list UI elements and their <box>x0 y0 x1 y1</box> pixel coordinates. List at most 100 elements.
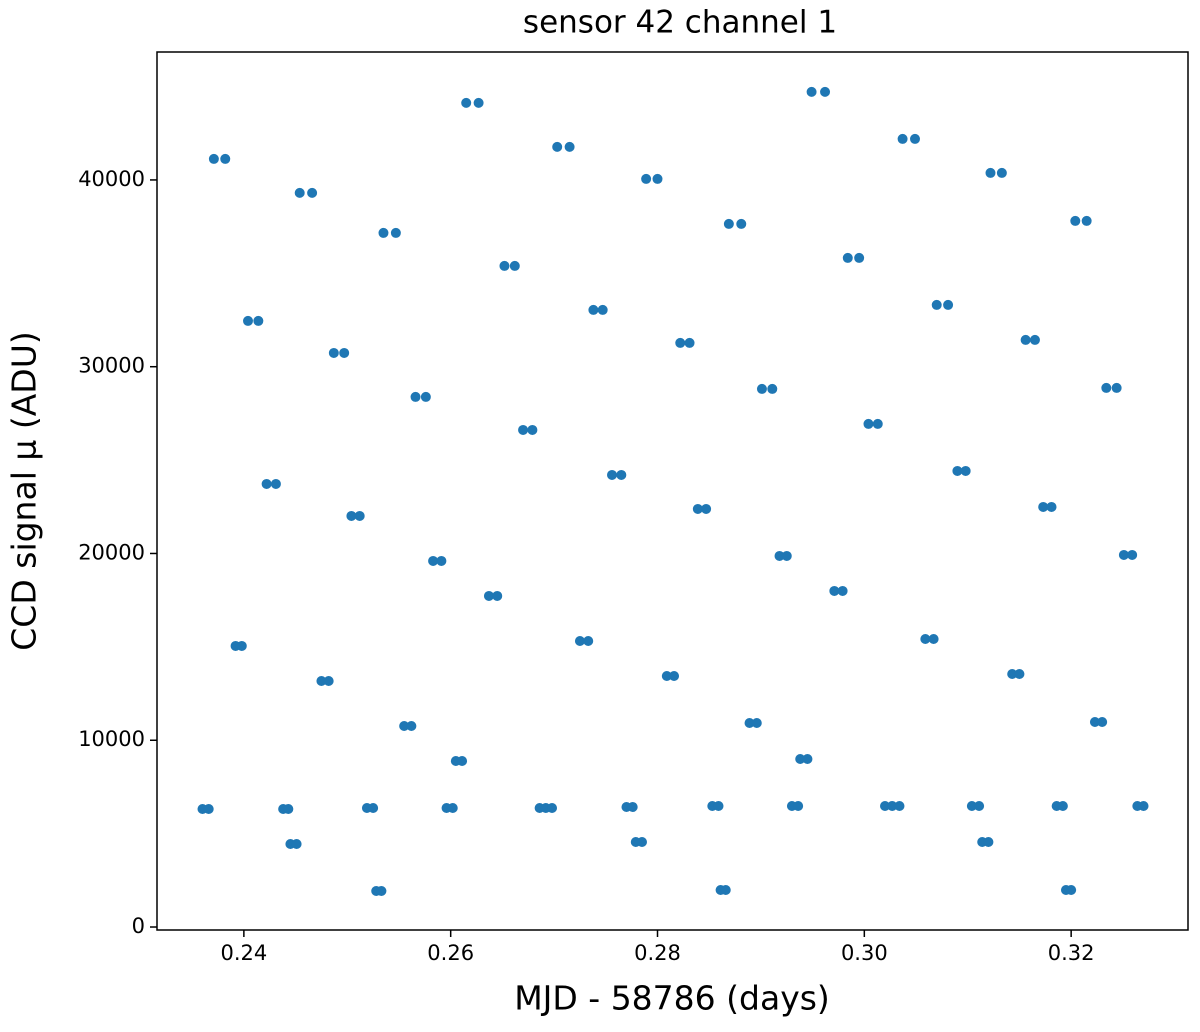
point <box>806 86 817 97</box>
point <box>928 633 939 644</box>
point <box>974 800 985 811</box>
point <box>1046 501 1057 512</box>
point <box>996 167 1007 178</box>
point <box>447 803 458 814</box>
point <box>203 803 214 814</box>
point <box>1066 885 1077 896</box>
point <box>406 720 417 731</box>
y-tick-label: 40000 <box>78 167 145 191</box>
point <box>354 510 365 521</box>
point <box>583 635 594 646</box>
point <box>552 141 563 152</box>
point <box>376 886 387 897</box>
point <box>636 836 647 847</box>
point <box>499 260 510 271</box>
point <box>410 391 421 402</box>
point <box>1101 382 1112 393</box>
point <box>736 218 747 229</box>
point <box>1127 549 1138 560</box>
point <box>253 315 264 326</box>
point <box>492 590 503 601</box>
point <box>837 585 848 596</box>
point <box>880 800 891 811</box>
y-axis-label: CCD signal μ (ADU) <box>5 331 44 650</box>
x-tick-label: 0.28 <box>634 941 681 965</box>
point <box>909 133 920 144</box>
point <box>597 304 608 315</box>
point <box>294 187 305 198</box>
point <box>854 252 865 263</box>
point <box>966 800 977 811</box>
point <box>793 800 804 811</box>
point <box>307 187 318 198</box>
point <box>920 633 931 644</box>
point <box>684 337 695 348</box>
y-tick-label: 20000 <box>78 540 145 564</box>
point <box>436 555 447 566</box>
point <box>894 800 905 811</box>
point <box>661 670 672 681</box>
point <box>1020 334 1031 345</box>
point <box>842 252 853 263</box>
point <box>220 153 231 164</box>
point <box>390 227 401 238</box>
point <box>1057 800 1068 811</box>
point <box>328 347 339 358</box>
point <box>774 550 785 561</box>
point <box>1097 716 1108 727</box>
point <box>1029 334 1040 345</box>
x-tick-label: 0.24 <box>220 941 267 965</box>
plot-frame <box>156 51 1189 931</box>
y-tick-label: 0 <box>132 914 145 938</box>
point <box>1081 215 1092 226</box>
point <box>1070 215 1081 226</box>
point <box>713 800 724 811</box>
point <box>243 315 254 326</box>
point <box>270 478 281 489</box>
point <box>887 800 898 811</box>
point <box>378 227 389 238</box>
point <box>1111 382 1122 393</box>
point <box>692 503 703 514</box>
point <box>316 675 327 686</box>
point <box>1138 800 1149 811</box>
point <box>616 469 627 480</box>
point <box>1089 716 1100 727</box>
point <box>547 803 558 814</box>
point <box>751 717 762 728</box>
point <box>872 418 883 429</box>
point <box>518 424 529 435</box>
point <box>1118 549 1129 560</box>
point <box>527 424 538 435</box>
point <box>208 153 219 164</box>
point <box>1007 668 1018 679</box>
point <box>781 550 792 561</box>
x-tick-label: 0.30 <box>841 941 888 965</box>
point <box>564 141 575 152</box>
point <box>701 503 712 514</box>
point <box>1014 668 1025 679</box>
point <box>236 640 247 651</box>
point <box>473 97 484 108</box>
point <box>1038 501 1049 512</box>
point <box>641 173 652 184</box>
point <box>428 555 439 566</box>
point <box>897 133 908 144</box>
point <box>952 465 963 476</box>
point <box>802 753 813 764</box>
point <box>829 585 840 596</box>
point <box>756 383 767 394</box>
point <box>744 717 755 728</box>
x-tick-label: 0.32 <box>1048 941 1095 965</box>
point <box>652 173 663 184</box>
point <box>723 218 734 229</box>
point <box>509 260 520 271</box>
point <box>457 755 468 766</box>
point <box>483 590 494 601</box>
point <box>863 418 874 429</box>
point <box>339 347 350 358</box>
point <box>291 838 302 849</box>
point <box>420 391 431 402</box>
point <box>283 803 294 814</box>
